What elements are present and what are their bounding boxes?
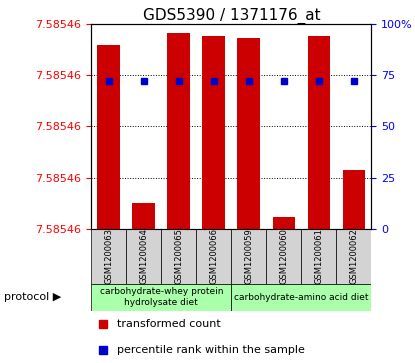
Text: GSM1200066: GSM1200066 (209, 228, 218, 285)
Text: GSM1200063: GSM1200063 (104, 228, 113, 285)
Text: GSM1200065: GSM1200065 (174, 229, 183, 284)
Bar (126, 229, 161, 284)
Bar (196, 229, 232, 284)
Text: protocol ▶: protocol ▶ (4, 292, 61, 302)
Bar (301, 229, 337, 284)
Bar (91, 229, 126, 284)
Bar (98, 45, 120, 229)
Title: GDS5390 / 1371176_at: GDS5390 / 1371176_at (142, 7, 320, 24)
Bar (232, 284, 371, 311)
Bar (232, 229, 266, 284)
Bar (132, 203, 155, 229)
Bar (266, 229, 301, 284)
Bar (203, 36, 225, 229)
Bar (237, 38, 260, 229)
Text: percentile rank within the sample: percentile rank within the sample (117, 344, 304, 355)
Bar (308, 36, 330, 229)
Bar (342, 170, 365, 229)
Bar (168, 33, 190, 229)
Bar (273, 217, 295, 229)
Bar (91, 284, 232, 311)
Text: GSM1200061: GSM1200061 (315, 229, 323, 284)
Text: GSM1200064: GSM1200064 (139, 229, 148, 284)
Bar (337, 229, 371, 284)
Text: transformed count: transformed count (117, 319, 220, 329)
Text: GSM1200059: GSM1200059 (244, 229, 254, 284)
Text: carbohydrate-amino acid diet: carbohydrate-amino acid diet (234, 293, 369, 302)
Text: carbohydrate-whey protein
hydrolysate diet: carbohydrate-whey protein hydrolysate di… (100, 287, 223, 307)
Text: GSM1200062: GSM1200062 (349, 229, 359, 284)
Text: GSM1200060: GSM1200060 (279, 229, 288, 284)
Bar (161, 229, 196, 284)
